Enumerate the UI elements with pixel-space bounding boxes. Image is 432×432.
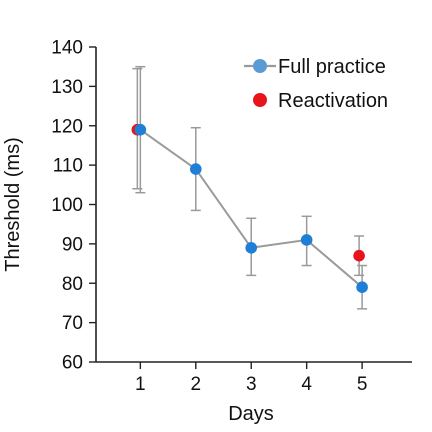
data-point	[134, 123, 147, 136]
x-tick-label: 5	[357, 374, 368, 395]
x-tick-label: 2	[191, 374, 202, 395]
x-tick-label: 4	[301, 374, 312, 395]
y-tick-label: 80	[62, 274, 83, 295]
y-tick-label: 100	[51, 195, 83, 216]
y-tick-label: 90	[62, 234, 83, 255]
data-point	[245, 242, 258, 254]
x-ticks: 1 2 3 4 5	[135, 362, 367, 395]
legend-marker	[253, 93, 267, 107]
y-tick-label: 60	[62, 353, 83, 374]
series-layer	[131, 65, 368, 310]
data-point	[353, 249, 365, 262]
y-tick-label: 70	[62, 313, 83, 334]
data-point	[356, 281, 368, 293]
y-tick-label: 130	[51, 77, 83, 98]
y-tick-label: 110	[53, 156, 83, 177]
legend-label: Full practice	[278, 56, 386, 78]
legend-label: Reactivation	[278, 90, 388, 112]
x-tick-label: 3	[246, 374, 257, 395]
legend: Full practice Reactivation	[244, 56, 388, 112]
y-tick-label: 140	[51, 38, 83, 59]
x-tick-label: 1	[135, 374, 146, 395]
y-tick-label: 120	[51, 116, 83, 137]
y-ticks: 60 70 80 90 100 110 120 130 140	[51, 38, 96, 374]
y-axis-title: Threshold (ms)	[2, 137, 24, 271]
data-point	[300, 234, 313, 246]
data-point	[189, 163, 202, 175]
legend-marker	[253, 59, 267, 73]
x-axis-title: Days	[228, 403, 274, 425]
